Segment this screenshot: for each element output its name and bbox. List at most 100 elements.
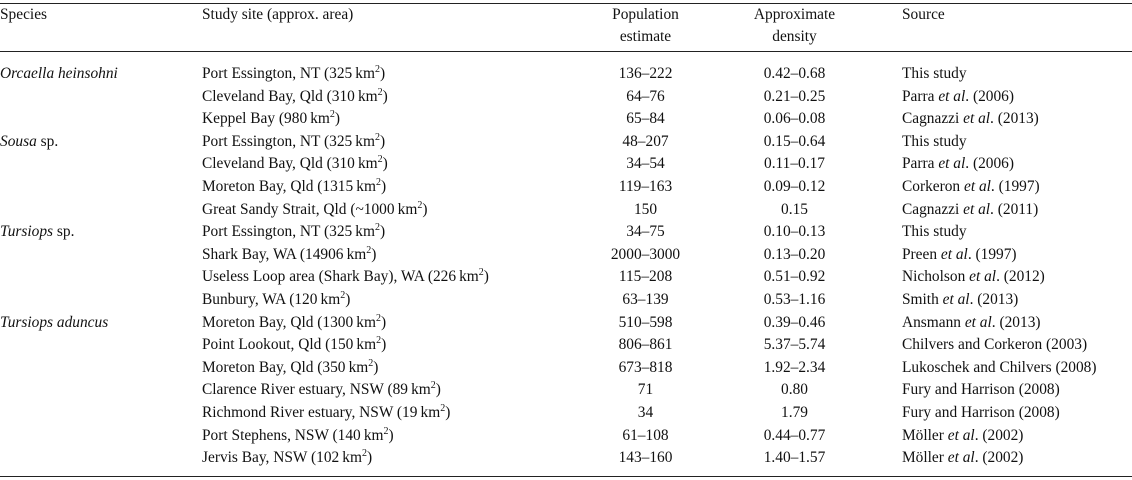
population-estimate-cell: 34–54	[626, 155, 665, 173]
table-row: Port Stephens, NSW (140 km2) 61–108 0.44–0…	[0, 424, 1132, 447]
source-cell: Fury and Harrison (2008)	[902, 401, 1060, 424]
species-name: Sousa	[0, 132, 37, 150]
source-cell: Preen et al. (1997)	[902, 243, 1017, 266]
table-row: Cleveland Bay, Qld (310 km2) 64–76 0.21–0.…	[0, 85, 1132, 108]
study-site-cell: Great Sandy Strait, Qld (~1000 km2)	[202, 198, 427, 221]
study-site-cell: Bunbury, WA (120 km2)	[202, 288, 350, 311]
area-superscript: 2	[366, 244, 372, 256]
table-row: Tursiops sp. Port Essington, NT (325 km2)…	[0, 220, 1132, 243]
source-author: Parra	[902, 87, 939, 105]
table-row: Useless Loop area (Shark Bay), WA (226 k…	[0, 265, 1132, 288]
area-superscript: 2	[340, 290, 346, 301]
study-site-text: Jervis Bay, NSW (102 km	[202, 449, 362, 467]
density-cell: 1.79	[781, 404, 808, 421]
study-site-text: Point Lookout, Qld (150 km	[202, 336, 377, 354]
study-site-text: Great Sandy Strait, Qld (~1000 km	[202, 200, 418, 218]
study-site-text: Moreton Bay, Qld (1315 km	[202, 178, 376, 195]
population-estimate-cell: 806–861	[618, 336, 673, 354]
source-year: . (2013)	[990, 110, 1039, 128]
table-bottom-rule	[0, 476, 1132, 477]
density-cell: 0.11–0.17	[764, 155, 825, 173]
study-site-text: Port Essington, NT (325 km	[202, 223, 375, 241]
study-site-close: )	[380, 313, 387, 331]
area-superscript: 2	[377, 86, 383, 98]
study-site-close: )	[422, 200, 428, 218]
header-source: Source	[902, 6, 945, 23]
study-site-close: )	[379, 65, 386, 82]
population-estimate-cell: 2000–3000	[610, 245, 681, 263]
study-site-cell: Port Essington, NT (325 km2)	[202, 130, 385, 153]
source-author: Fury and Harrison (2008)	[902, 404, 1060, 421]
source-cell: This study	[902, 220, 967, 243]
table-row: Clarence River estuary, NSW (89 km2) 71 0.…	[0, 378, 1132, 401]
table-row: Richmond River estuary, NSW (19 km2) 34 1.…	[0, 401, 1132, 424]
header-rule	[0, 51, 1132, 52]
density-cell: 1.92–2.34	[763, 358, 826, 376]
source-author: Parra	[902, 155, 939, 173]
source-author: Ansmann	[902, 313, 965, 331]
source-author: Chilvers and Corkeron (2003)	[902, 336, 1088, 354]
table-row: Moreton Bay, Qld (1315 km2) 119–163 0.09–0…	[0, 175, 1132, 198]
source-cell: Chilvers and Corkeron (2003)	[902, 333, 1087, 356]
source-cell: Lukoschek and Chilvers (2008)	[902, 356, 1096, 379]
study-site-close: )	[379, 132, 386, 150]
source-author: Preen	[902, 245, 941, 263]
study-site-cell: Richmond River estuary, NSW (19 km2)	[202, 401, 450, 424]
study-site-close: )	[388, 426, 394, 444]
study-site-text: Cleveland Bay, Qld (310 km	[202, 87, 378, 105]
source-author: Smith	[902, 291, 943, 308]
population-estimate-cell: 63–139	[622, 291, 669, 308]
area-superscript: 2	[374, 131, 380, 143]
study-site-cell: Moreton Bay, Qld (1300 km2)	[202, 311, 386, 334]
header-density: Approximate density	[712, 4, 877, 48]
source-cell: This study	[902, 62, 967, 85]
source-cell: Fury and Harrison (2008)	[902, 378, 1060, 401]
source-cell: Möller et al. (2002)	[902, 424, 1023, 447]
species-name: Tursiops	[0, 223, 54, 241]
source-author: This study	[902, 65, 967, 82]
source-cell: Parra et al. (2006)	[902, 152, 1014, 175]
table-row: Jervis Bay, NSW (102 km2) 143–160 1.40–1.5…	[0, 446, 1132, 469]
study-site-cell: Cleveland Bay, Qld (310 km2)	[202, 85, 388, 108]
density-cell: 0.42–0.68	[763, 65, 826, 82]
study-site-cell: Jervis Bay, NSW (102 km2)	[202, 446, 372, 469]
source-author: This study	[902, 223, 967, 241]
study-site-text: Clarence River estuary, NSW (89 km	[202, 381, 431, 399]
study-site-cell: Useless Loop area (Shark Bay), WA (226 k…	[202, 265, 489, 288]
population-estimate-cell: 136–222	[618, 65, 673, 82]
study-site-text: Bunbury, WA (120 km	[202, 291, 341, 308]
source-author: Nicholson	[902, 268, 970, 286]
study-site-close: )	[371, 245, 377, 263]
area-superscript: 2	[375, 312, 381, 324]
species-suffix: sp.	[53, 223, 75, 241]
study-site-cell: Shark Bay, WA (14906 km2)	[202, 243, 376, 266]
source-etal: et al	[938, 87, 966, 105]
population-estimate-cell: 34–75	[626, 223, 665, 241]
source-cell: Möller et al. (2002)	[902, 446, 1023, 469]
source-cell: Ansmann et al. (2013)	[902, 311, 1041, 334]
study-site-cell: Clarence River estuary, NSW (89 km2)	[202, 378, 441, 401]
header-population-line1: Population	[612, 6, 679, 23]
study-site-close: )	[382, 87, 388, 105]
study-site-text: Keppel Bay (980 km	[202, 110, 330, 128]
source-year: . (2002)	[974, 426, 1024, 444]
source-cell: Nicholson et al. (2012)	[902, 265, 1045, 288]
source-etal: et al	[969, 268, 997, 286]
area-superscript: 2	[376, 335, 382, 347]
study-site-cell: Port Essington, NT (325 km2)	[202, 62, 385, 85]
source-author: Cagnazzi	[902, 200, 964, 218]
header-density-line2: density	[772, 28, 817, 45]
study-site-close: )	[334, 110, 341, 128]
population-estimate-cell: 34	[637, 404, 654, 421]
density-cell: 0.15	[781, 200, 808, 218]
study-site-close: )	[382, 155, 388, 173]
header-site: Study site (approx. area)	[202, 6, 354, 23]
density-cell: 0.06–0.08	[763, 110, 826, 128]
density-cell: 0.39–0.46	[763, 313, 826, 331]
source-author: Fury and Harrison (2008)	[902, 381, 1060, 399]
study-site-text: Moreton Bay, Qld (350 km	[202, 358, 369, 376]
source-cell: Smith et al. (2013)	[902, 288, 1018, 311]
study-site-cell: Keppel Bay (980 km2)	[202, 107, 340, 130]
table-row: Bunbury, WA (120 km2) 63–139 0.53–1.16 Smit…	[0, 288, 1132, 311]
study-site-close: )	[381, 336, 387, 354]
